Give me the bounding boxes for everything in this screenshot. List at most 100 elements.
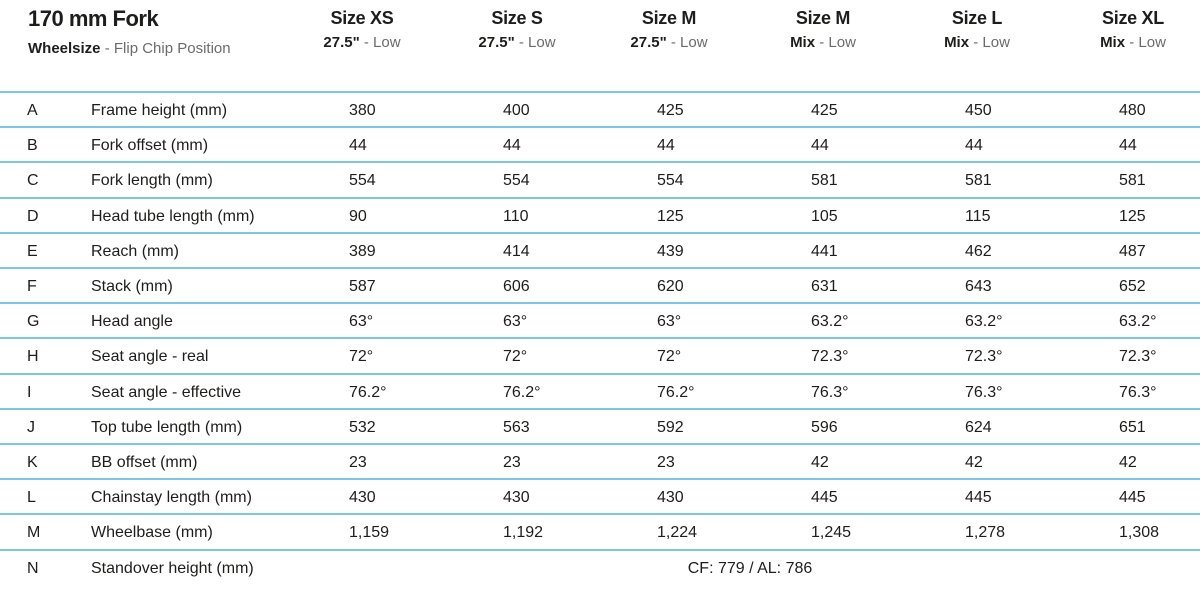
row-divider — [0, 196, 1200, 199]
row-value: 23 — [503, 454, 521, 471]
row-value: 450 — [965, 102, 992, 119]
row-value: 487 — [1119, 242, 1146, 260]
row-value: 125 — [657, 207, 684, 225]
table-row: K BB offset (mm) 23 23 23 42 42 42 — [0, 445, 1200, 480]
row-letter: F — [27, 278, 37, 295]
subtitle-flip-chip: - Flip Chip Position — [100, 40, 231, 57]
row-letter: E — [27, 242, 38, 260]
column-flip-chip: - Low — [359, 34, 401, 51]
row-value: 90 — [349, 207, 367, 225]
row-divider — [0, 337, 1200, 340]
row-parameter: Stack (mm) — [91, 278, 173, 295]
row-value: 563 — [503, 418, 530, 436]
row-letter: L — [27, 489, 36, 507]
row-parameter: Seat angle - effective — [91, 383, 242, 401]
row-value: 606 — [503, 278, 530, 295]
row-letter: I — [27, 383, 32, 401]
row-value: 425 — [811, 102, 838, 119]
row-value: 430 — [657, 489, 684, 507]
table-subtitle: Wheelsize - Flip Chip Position — [28, 40, 231, 57]
table-row: E Reach (mm) 389 414 439 441 462 487 — [0, 234, 1200, 269]
row-value: 581 — [1119, 172, 1146, 190]
row-value: 63.2° — [1119, 313, 1157, 331]
row-value: 42 — [811, 454, 829, 471]
row-value: 652 — [1119, 278, 1146, 295]
row-divider — [0, 407, 1200, 410]
row-value: 72° — [503, 348, 528, 366]
row-value: 76.3° — [965, 383, 1003, 401]
row-parameter: Reach (mm) — [91, 242, 180, 260]
table-row: N Standover height (mm) CF: 779 / AL: 786 — [0, 551, 1200, 586]
table-row: J Top tube length (mm) 532 563 592 596 624 651 — [0, 410, 1200, 445]
row-letter: A — [27, 102, 38, 119]
row-value: 63° — [349, 313, 374, 331]
column-size-label: Size XS — [330, 8, 394, 28]
row-divider — [0, 231, 1200, 234]
column-header: Size M 27.5" - Low — [594, 8, 744, 51]
row-parameter: Top tube length (mm) — [91, 418, 243, 436]
row-value: 63° — [503, 313, 528, 331]
row-value: 554 — [657, 172, 684, 190]
column-flip-chip: - Low — [1125, 34, 1166, 51]
table-row: B Fork offset (mm) 44 44 44 44 44 44 — [0, 128, 1200, 163]
column-wheel-position: Mix - Low — [1058, 34, 1200, 51]
row-value: 72.3° — [1119, 348, 1157, 366]
row-value: 631 — [811, 278, 838, 295]
column-wheel-position: 27.5" - Low — [287, 34, 437, 51]
row-letter: C — [27, 172, 39, 190]
row-value: 1,278 — [965, 524, 1006, 542]
row-parameter: Seat angle - real — [91, 348, 209, 366]
row-value: 445 — [811, 489, 838, 507]
row-value: 76.2° — [349, 383, 387, 401]
column-header: Size L Mix - Low — [902, 8, 1052, 51]
row-value: 389 — [349, 242, 376, 260]
row-value: 44 — [657, 137, 675, 155]
row-value: 115 — [965, 207, 991, 225]
subtitle-wheelsize: Wheelsize — [28, 40, 101, 57]
row-value: 462 — [965, 242, 992, 260]
row-value: 44 — [1119, 137, 1137, 155]
row-value: 430 — [349, 489, 376, 507]
row-span-value: CF: 779 / AL: 786 — [687, 559, 813, 577]
row-letter: J — [27, 418, 35, 436]
row-divider — [0, 91, 1200, 93]
row-value: 1,159 — [349, 524, 390, 542]
row-divider — [0, 161, 1200, 164]
column-wheelsize: 27.5" — [478, 34, 515, 51]
row-value: 125 — [1119, 207, 1146, 225]
row-value: 480 — [1119, 102, 1146, 119]
row-value: 643 — [965, 278, 992, 295]
table-row: A Frame height (mm) 380 400 425 425 450 480 — [0, 93, 1200, 128]
row-parameter: Fork length (mm) — [91, 172, 213, 190]
row-divider — [0, 267, 1200, 269]
row-letter: N — [27, 559, 39, 577]
row-value: 430 — [503, 489, 530, 507]
row-parameter: Wheelbase (mm) — [91, 524, 213, 542]
row-value: 44 — [349, 137, 367, 155]
table-row: H Seat angle - real 72° 72° 72° 72.3° 72.3° 72.… — [0, 339, 1200, 374]
table-row: C Fork length (mm) 554 554 554 581 581 581 — [0, 163, 1200, 198]
column-flip-chip: - Low — [666, 34, 708, 51]
row-value: 400 — [503, 102, 530, 119]
row-parameter: Head tube length (mm) — [91, 207, 255, 225]
column-wheel-position: Mix - Low — [748, 34, 898, 51]
row-divider — [0, 548, 1200, 551]
row-value: 596 — [811, 418, 838, 436]
row-value: 554 — [349, 172, 376, 190]
row-value: 105 — [811, 207, 838, 225]
table-title: 170 mm Fork — [28, 6, 159, 31]
table-row: M Wheelbase (mm) 1,159 1,192 1,224 1,245 1,278… — [0, 515, 1200, 550]
column-wheelsize: Mix — [1100, 34, 1126, 51]
row-value: 72° — [657, 348, 682, 366]
row-value: 620 — [657, 278, 684, 295]
row-value: 23 — [349, 454, 367, 471]
row-value: 44 — [811, 137, 829, 155]
row-parameter: BB offset (mm) — [91, 454, 198, 471]
row-letter: D — [27, 207, 39, 225]
row-value: 76.2° — [503, 383, 541, 401]
row-value: 44 — [503, 137, 521, 155]
row-divider — [0, 126, 1200, 129]
row-letter: H — [27, 348, 39, 366]
row-letter: K — [27, 454, 38, 471]
row-value: 72.3° — [811, 348, 849, 366]
